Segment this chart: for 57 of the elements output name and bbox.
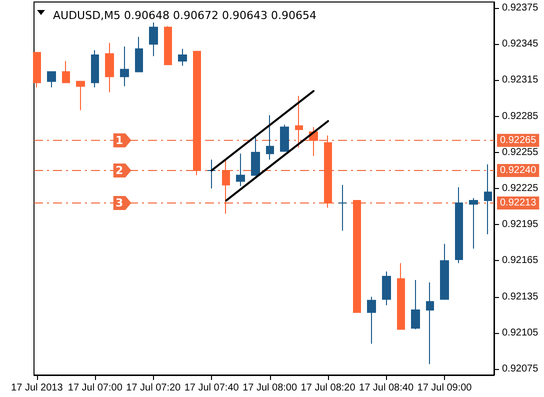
x-tick-label: 17 Jul 08:20 [300, 382, 356, 394]
candlestick [62, 60, 70, 84]
candlestick [251, 136, 260, 176]
x-tick-label: 17 Jul 07:40 [184, 382, 240, 394]
candlestick [207, 159, 216, 189]
candlestick [397, 262, 405, 330]
candlestick [484, 164, 492, 235]
y-tick-label: 0.92315 [502, 74, 539, 86]
x-tick-label: 17 Jul 08:00 [242, 382, 298, 394]
y-tick-label: 0.92135 [502, 291, 539, 302]
x-tick-label: 17 Jul 08:40 [359, 382, 414, 394]
candlestick [47, 71, 56, 88]
x-tick-label: 17 Jul 07:00 [68, 382, 123, 394]
annotation: 1 [116, 134, 124, 147]
x-tick-label: 17 Jul 09:00 [417, 382, 472, 394]
candlestick [295, 95, 303, 148]
y-tick-label: 0.92165 [502, 255, 539, 266]
candlestick [120, 46, 129, 87]
candlestick [105, 42, 114, 93]
candlestick [280, 124, 289, 152]
candlestick [266, 114, 274, 160]
x-tick-label: 17 Jul 07:20 [126, 382, 182, 394]
candlestick [324, 135, 332, 208]
y-tick-label: 0.92375 [502, 2, 539, 14]
candlestick [382, 271, 391, 306]
y-tick-label: 0.92345 [502, 38, 539, 50]
candlestick [91, 50, 99, 88]
ref-line-label: 0.92213 [500, 197, 537, 208]
candlestick [236, 153, 245, 187]
candlestick [222, 159, 230, 214]
annotation: 3 [116, 196, 124, 210]
candlestick [440, 243, 449, 300]
y-tick-label: 0.92285 [502, 110, 539, 122]
candlestick [367, 296, 376, 344]
y-tick-label: 0.92075 [502, 363, 539, 374]
ref-line-label: 0.92265 [500, 134, 537, 146]
y-tick-label: 0.92195 [502, 219, 539, 230]
candlestick [426, 282, 434, 365]
y-tick-label: 0.92225 [502, 183, 539, 194]
candlestick [164, 26, 172, 66]
x-tick-label: 17 Jul 2013 [11, 382, 64, 394]
candlestick [338, 184, 347, 232]
y-tick-label: 0.92105 [502, 327, 539, 338]
candlestick [193, 50, 201, 176]
candlestick [178, 48, 187, 66]
candlestick [411, 279, 420, 330]
candlestick [76, 80, 85, 111]
text: AUDUSD,M5 0.90648 0.90672 0.90643 0.90654 [53, 9, 316, 22]
ref-line-label: 0.92240 [500, 164, 537, 176]
candlestick [33, 52, 41, 88]
candlestick [469, 198, 478, 250]
candlestick [455, 186, 463, 264]
candlestick [135, 36, 143, 72]
annotation: 2 [116, 164, 124, 177]
candlestick [149, 22, 158, 57]
y-tick-label: 0.92255 [502, 146, 539, 158]
candlestick [353, 200, 361, 313]
